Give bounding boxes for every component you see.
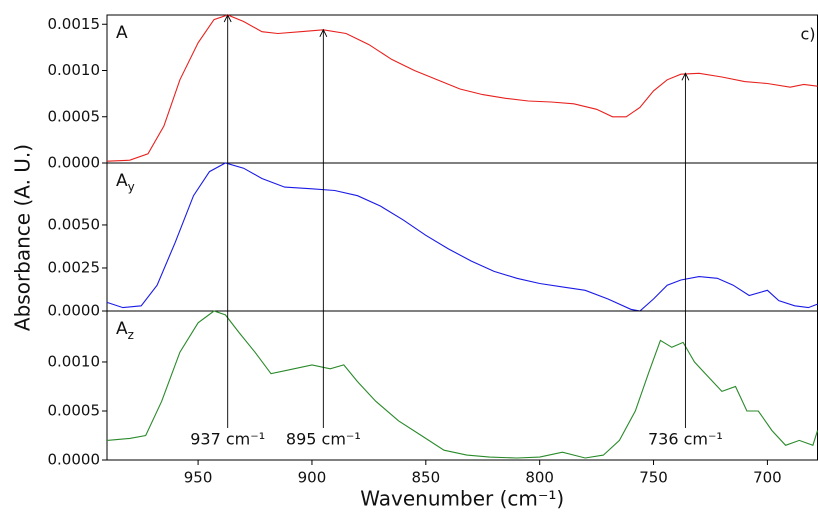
data-line <box>106 14 818 162</box>
y-tick-label: 0.0000 <box>48 451 101 469</box>
panel-label-sub: y <box>128 180 135 194</box>
panel-label: Ay <box>116 171 135 194</box>
corner-label: c) <box>800 25 815 44</box>
y-axis-label: Absorbance (A. U.) <box>11 144 35 331</box>
x-tick-label: 800 <box>525 469 554 487</box>
x-tick-label: 750 <box>639 469 668 487</box>
y-tick-label: 0.0005 <box>48 107 101 125</box>
y-tick-label: 0.0000 <box>48 302 101 320</box>
y-tick-label: 0.0015 <box>48 15 101 33</box>
data-line <box>106 162 818 312</box>
panel-label-sub: z <box>128 328 134 342</box>
y-tick-label: 0.0010 <box>48 352 101 370</box>
panel-frame <box>106 162 818 312</box>
arrow-head <box>223 13 232 23</box>
panel-label-main: A <box>116 319 128 339</box>
panel-label-main: A <box>116 23 128 43</box>
y-tick-label: 0.0050 <box>48 215 101 233</box>
y-tick-label: 0.0010 <box>48 61 101 79</box>
x-tick-label: 900 <box>298 469 327 487</box>
arrow-label: 736 cm⁻¹ <box>648 430 723 449</box>
panel-label-main: A <box>116 171 128 191</box>
x-axis-label: Wavenumber (cm⁻¹) <box>360 487 564 511</box>
x-tick-label: 950 <box>184 469 213 487</box>
panel-label: Az <box>116 319 134 342</box>
arrow-label: 895 cm⁻¹ <box>286 430 361 449</box>
arrow-head <box>681 72 690 81</box>
y-tick-label: 0.0005 <box>48 401 101 419</box>
panel-label: A <box>116 23 128 43</box>
x-tick-label: 850 <box>411 469 440 487</box>
arrow-head <box>319 28 328 38</box>
x-tick-label: 700 <box>753 469 782 487</box>
arrow-label: 937 cm⁻¹ <box>190 430 265 449</box>
y-tick-label: 0.0025 <box>48 258 101 276</box>
y-tick-label: 0.0000 <box>48 154 101 172</box>
